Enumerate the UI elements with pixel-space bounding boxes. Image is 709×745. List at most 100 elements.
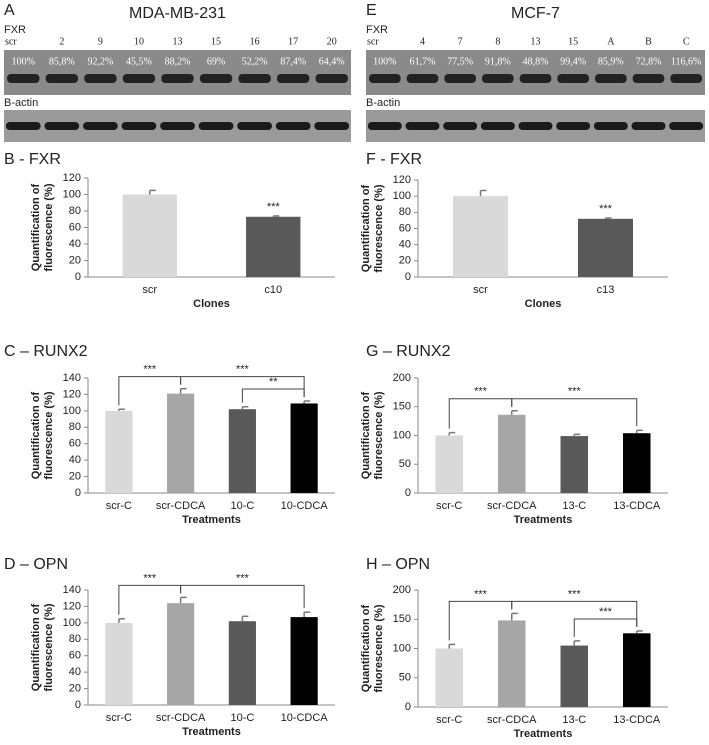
- blot-strip: [4, 50, 351, 95]
- actin-band: [44, 122, 80, 130]
- actin-band: [275, 122, 311, 130]
- x-tick-label: 10-CDCA: [281, 500, 329, 512]
- blot-strip: [366, 50, 705, 95]
- y-axis-label: fluorescence (%): [373, 184, 385, 272]
- actin-band: [237, 122, 272, 130]
- bar: [578, 218, 633, 277]
- y-axis-label: Quantification of: [360, 604, 372, 692]
- y-axis-label: fluorescence (%): [43, 183, 55, 271]
- x-tick-label: 10-CDCA: [281, 712, 329, 724]
- y-tick-label: 60: [399, 222, 411, 234]
- lane-label: 13: [531, 36, 541, 47]
- lane-label: 20: [327, 36, 337, 47]
- bar: [623, 433, 651, 493]
- lane-percent: 116,6%: [671, 56, 701, 67]
- bar: [560, 436, 588, 493]
- y-tick-label: 0: [75, 699, 81, 711]
- x-tick-label: scr-CDCA: [487, 500, 537, 512]
- y-tick-label: 200: [393, 584, 411, 596]
- lane-label: 16: [250, 36, 260, 47]
- chart-title: G – RUNX2: [366, 343, 451, 360]
- lane-percent: 69%: [207, 56, 225, 67]
- fxr-band: [670, 74, 702, 83]
- lane-percent: 77,5%: [447, 56, 473, 67]
- lane-percent: 48,8%: [523, 56, 549, 67]
- bar: [228, 409, 256, 493]
- significance-bracket: [241, 388, 305, 403]
- x-tick-label: scr-C: [436, 714, 462, 726]
- bar: [435, 435, 463, 493]
- significance: ***: [568, 588, 582, 600]
- y-tick-label: 140: [63, 372, 81, 384]
- y-tick-label: 40: [399, 239, 411, 251]
- lane-percent: 92,2%: [87, 56, 113, 67]
- control-label: B-actin: [366, 97, 400, 109]
- bar: [453, 196, 508, 277]
- lane-label: 7: [458, 36, 463, 47]
- fxr-band: [369, 74, 401, 83]
- fxr-band: [7, 74, 40, 83]
- x-tick-label: scr-C: [106, 712, 132, 724]
- y-tick-label: 20: [69, 682, 81, 694]
- lane-label: 8: [495, 36, 500, 47]
- significance-bracket: [511, 398, 638, 427]
- y-tick-label: 120: [63, 172, 81, 184]
- actin-band: [443, 122, 478, 130]
- significance-bracket: [573, 618, 638, 637]
- significance: ***: [236, 572, 250, 584]
- y-tick-label: 100: [393, 190, 411, 202]
- y-axis-label: fluorescence (%): [43, 391, 55, 479]
- y-tick-label: 20: [69, 470, 81, 482]
- actin-band: [669, 122, 704, 130]
- y-tick-label: 60: [69, 221, 81, 233]
- bar: [623, 633, 651, 707]
- actin-band: [160, 122, 195, 130]
- x-tick-label: scr-CDCA: [156, 712, 206, 724]
- actin-band: [593, 122, 628, 130]
- protein-label: FXR: [4, 24, 26, 36]
- y-tick-label: 50: [399, 458, 411, 470]
- blot-title: MDA-MB-231: [129, 5, 226, 22]
- y-tick-label: 100: [393, 642, 411, 654]
- lane-percent: 52,2%: [242, 56, 268, 67]
- lane-label: C: [683, 36, 690, 47]
- y-tick-label: 100: [63, 617, 81, 629]
- y-tick-label: 60: [69, 650, 81, 662]
- y-tick-label: 100: [63, 405, 81, 417]
- actin-band: [5, 122, 41, 130]
- chart-title: C – RUNX2: [4, 343, 88, 360]
- fxr-band: [45, 74, 79, 83]
- lane-label: scr: [367, 36, 379, 47]
- lane-percent: 99,4%: [560, 56, 586, 67]
- x-axis-label: Treatments: [514, 728, 573, 740]
- y-tick-label: 80: [69, 205, 81, 217]
- x-tick-label: 13-CDCA: [613, 500, 661, 512]
- blot-title: MCF-7: [511, 5, 560, 22]
- lane-label: 2: [59, 36, 64, 47]
- bar: [167, 603, 195, 705]
- fxr-band: [276, 74, 310, 83]
- x-axis-label: Treatments: [182, 514, 241, 526]
- fxr-band: [199, 74, 233, 83]
- y-tick-label: 0: [75, 487, 81, 499]
- bar: [435, 648, 463, 707]
- fxr-band: [557, 74, 589, 83]
- x-tick-label: 10-C: [230, 712, 254, 724]
- significance: ***: [236, 364, 250, 376]
- bar: [105, 622, 133, 705]
- fxr-band: [238, 74, 271, 83]
- y-axis-label: Quantification of: [360, 391, 372, 479]
- actin-band: [314, 122, 350, 130]
- panel-letter: A: [4, 2, 15, 19]
- x-tick-label: scr-C: [106, 500, 132, 512]
- panel-letter: E: [366, 2, 377, 19]
- actin-band: [518, 122, 553, 130]
- actin-band: [480, 122, 515, 130]
- protein-label: FXR: [366, 24, 388, 36]
- bar: [290, 617, 318, 705]
- significance-bracket: [511, 600, 638, 627]
- x-axis-label: Treatments: [182, 726, 241, 738]
- lane-label: B: [645, 36, 652, 47]
- y-tick-label: 200: [393, 372, 411, 384]
- y-axis-label: Quantification of: [30, 183, 42, 271]
